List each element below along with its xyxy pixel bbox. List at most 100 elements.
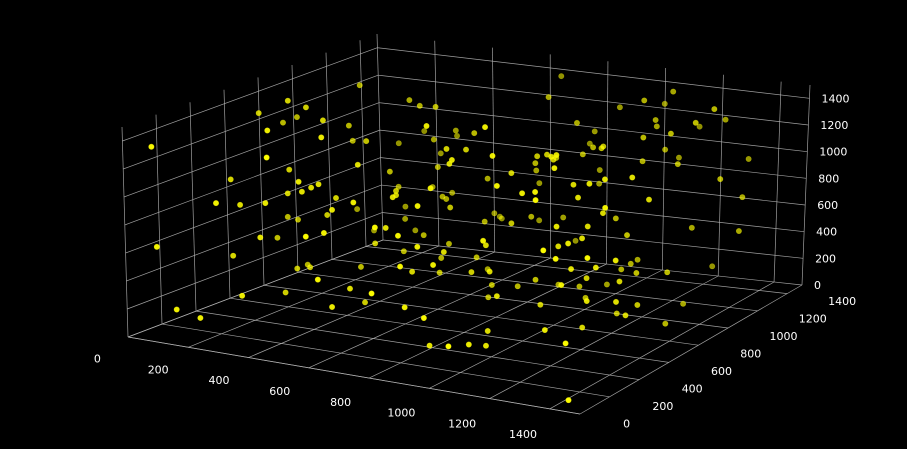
data-point xyxy=(680,300,687,307)
data-point xyxy=(368,290,375,297)
data-point xyxy=(536,217,543,224)
grid-floor-y xyxy=(297,271,729,329)
data-point xyxy=(482,124,489,131)
data-point xyxy=(324,212,331,219)
data-point xyxy=(545,94,552,101)
data-point xyxy=(480,237,487,244)
data-point xyxy=(528,213,535,220)
data-point xyxy=(412,227,419,234)
y-tick-label: 1200 xyxy=(799,313,827,326)
data-point xyxy=(227,176,234,183)
data-point xyxy=(329,304,336,311)
data-point xyxy=(596,180,603,187)
data-point xyxy=(440,248,447,255)
data-point xyxy=(346,285,353,292)
data-point xyxy=(667,130,674,137)
data-point xyxy=(586,180,593,187)
grid-x0-y xyxy=(291,64,299,273)
data-point xyxy=(599,210,606,217)
grid-ymax-x xyxy=(434,40,440,247)
x-tick-label: 1400 xyxy=(509,428,537,441)
grid-ymax-x xyxy=(606,61,609,265)
data-point xyxy=(439,193,446,200)
data-point xyxy=(674,161,681,168)
data-points xyxy=(148,73,752,404)
data-point xyxy=(711,106,718,113)
grid-ymax-x xyxy=(376,33,384,241)
grid-x0-y xyxy=(325,52,333,260)
data-point xyxy=(565,240,572,247)
z-axis-line xyxy=(801,84,811,286)
grid-ymax-x xyxy=(492,47,496,253)
data-point xyxy=(307,264,314,271)
data-point xyxy=(653,123,660,130)
data-point xyxy=(688,224,695,231)
data-point xyxy=(356,82,363,89)
z-tick-label: 200 xyxy=(815,252,836,265)
data-point xyxy=(409,268,416,275)
data-point xyxy=(583,275,590,282)
data-point xyxy=(592,264,599,271)
data-point xyxy=(533,167,540,174)
data-point xyxy=(397,263,404,270)
data-point xyxy=(627,260,634,267)
grid-ymax-z xyxy=(378,74,809,126)
y-tick-label: 0 xyxy=(623,418,630,431)
z-tick-labels: 0 200 400 600 800 1000 1200 1400 xyxy=(814,92,849,292)
data-point xyxy=(345,122,352,129)
data-point xyxy=(350,199,357,206)
data-point xyxy=(618,266,625,273)
data-point xyxy=(430,136,437,143)
data-point xyxy=(596,167,603,174)
data-point xyxy=(386,168,393,175)
data-point xyxy=(553,223,560,230)
data-point xyxy=(400,248,407,255)
data-point xyxy=(279,119,286,126)
data-point xyxy=(420,315,427,322)
grid-ymax-x xyxy=(717,74,724,277)
data-point xyxy=(624,232,631,239)
data-point xyxy=(402,215,409,222)
pane-x0 xyxy=(122,34,383,337)
grid-ymax-z xyxy=(379,129,807,179)
z-tick-label: 400 xyxy=(816,226,837,239)
data-point xyxy=(394,232,401,239)
data-point xyxy=(583,298,590,305)
data-point xyxy=(294,265,301,272)
data-point xyxy=(447,204,454,211)
grid-x0-y xyxy=(121,126,129,338)
data-point xyxy=(652,117,659,124)
z-tick-label: 600 xyxy=(817,199,838,212)
data-point xyxy=(572,237,579,244)
y-tick-label: 800 xyxy=(740,348,761,361)
data-point xyxy=(357,263,364,270)
data-point xyxy=(436,269,443,276)
x-tick-label: 800 xyxy=(330,396,351,409)
data-point xyxy=(319,117,326,124)
data-point xyxy=(437,150,444,157)
z-tick-label: 1200 xyxy=(820,119,848,132)
grid-ymax-z xyxy=(382,212,804,259)
data-point xyxy=(579,324,586,331)
data-point xyxy=(489,152,496,159)
data-point xyxy=(354,206,361,213)
data-point xyxy=(363,138,370,145)
x-tick-label: 200 xyxy=(148,363,169,376)
x-tick-label: 0 xyxy=(94,353,101,366)
grid-x0-z xyxy=(123,102,380,198)
data-point xyxy=(633,269,640,276)
data-point xyxy=(591,128,598,135)
data-point xyxy=(329,206,336,213)
data-point xyxy=(601,176,608,183)
data-point xyxy=(491,210,498,217)
data-point xyxy=(612,257,619,264)
x-axis-line xyxy=(127,336,581,415)
data-point xyxy=(603,281,610,288)
data-point xyxy=(735,228,742,235)
data-point xyxy=(423,122,430,129)
data-point xyxy=(584,223,591,230)
data-point xyxy=(496,213,503,220)
data-point xyxy=(389,194,396,201)
data-point xyxy=(532,197,539,204)
